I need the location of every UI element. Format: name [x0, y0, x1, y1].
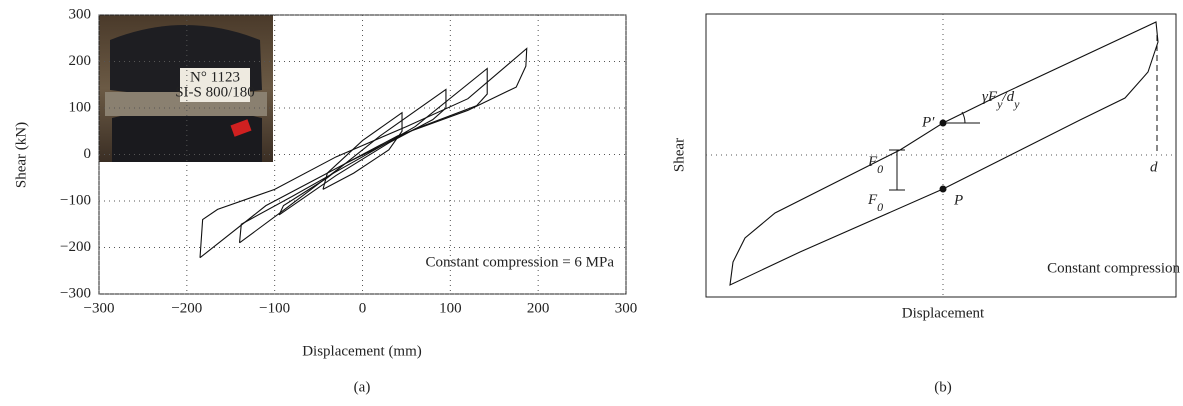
caption: (a) [354, 379, 371, 395]
f0-label: F0 [867, 192, 883, 213]
x-axis-title: Displacement (mm) [302, 343, 422, 359]
x-tick-label: 100 [439, 300, 462, 316]
x-tick-label: −100 [259, 300, 290, 316]
photo-tag [180, 68, 250, 102]
x-tick-label: 0 [359, 300, 367, 316]
label-part: F [867, 154, 878, 170]
x-tick-label: −200 [171, 300, 202, 316]
x-tick-label: 300 [615, 300, 638, 316]
x-tick-label: 200 [527, 300, 550, 316]
photo-mark [230, 119, 252, 137]
label-part: F [867, 192, 878, 208]
y-tick-label: −200 [60, 239, 91, 255]
hysteresis-loop [278, 88, 447, 216]
caption: (b) [934, 379, 952, 395]
subscript: 0 [877, 200, 883, 214]
y-tick-label: 300 [69, 6, 92, 22]
y-tick-label: 100 [69, 99, 92, 115]
y-axis-title: Shear (kN) [13, 122, 29, 188]
hysteresis-loop [729, 21, 1159, 286]
panel-b: Shear Displacement Constant compression … [671, 13, 1180, 395]
p-label: P [953, 192, 963, 208]
subscript: y [996, 97, 1003, 111]
f0-label: F0 [867, 154, 883, 175]
hysteresis-loop [322, 111, 403, 190]
point-p [939, 185, 947, 193]
subscript: 0 [877, 162, 883, 176]
label-part: γF [982, 89, 998, 105]
point-p-prime [939, 119, 947, 127]
y-axis-title: Shear [671, 138, 687, 172]
subscript: y [1013, 97, 1020, 111]
slope-arc [961, 111, 966, 124]
y-tick-label: −300 [60, 285, 91, 301]
inset-label: SI-S 800/180 [175, 84, 255, 100]
y-tick-label: 200 [69, 53, 92, 69]
inset-label: N° 1123 [190, 69, 240, 85]
p-prime-label: P′ [921, 114, 935, 130]
y-tick-label: 0 [84, 146, 92, 162]
y-tick-label: −100 [60, 192, 91, 208]
d-label: d [1150, 159, 1158, 175]
slope-label: γFy/dy [982, 89, 1020, 110]
x-axis-title: Displacement [902, 305, 985, 321]
label-part: /d [1001, 89, 1014, 105]
x-tick-label: −300 [84, 300, 115, 316]
annotation: Constant compression = 6 MPa [426, 254, 615, 270]
annotation: Constant compression [1047, 260, 1180, 276]
